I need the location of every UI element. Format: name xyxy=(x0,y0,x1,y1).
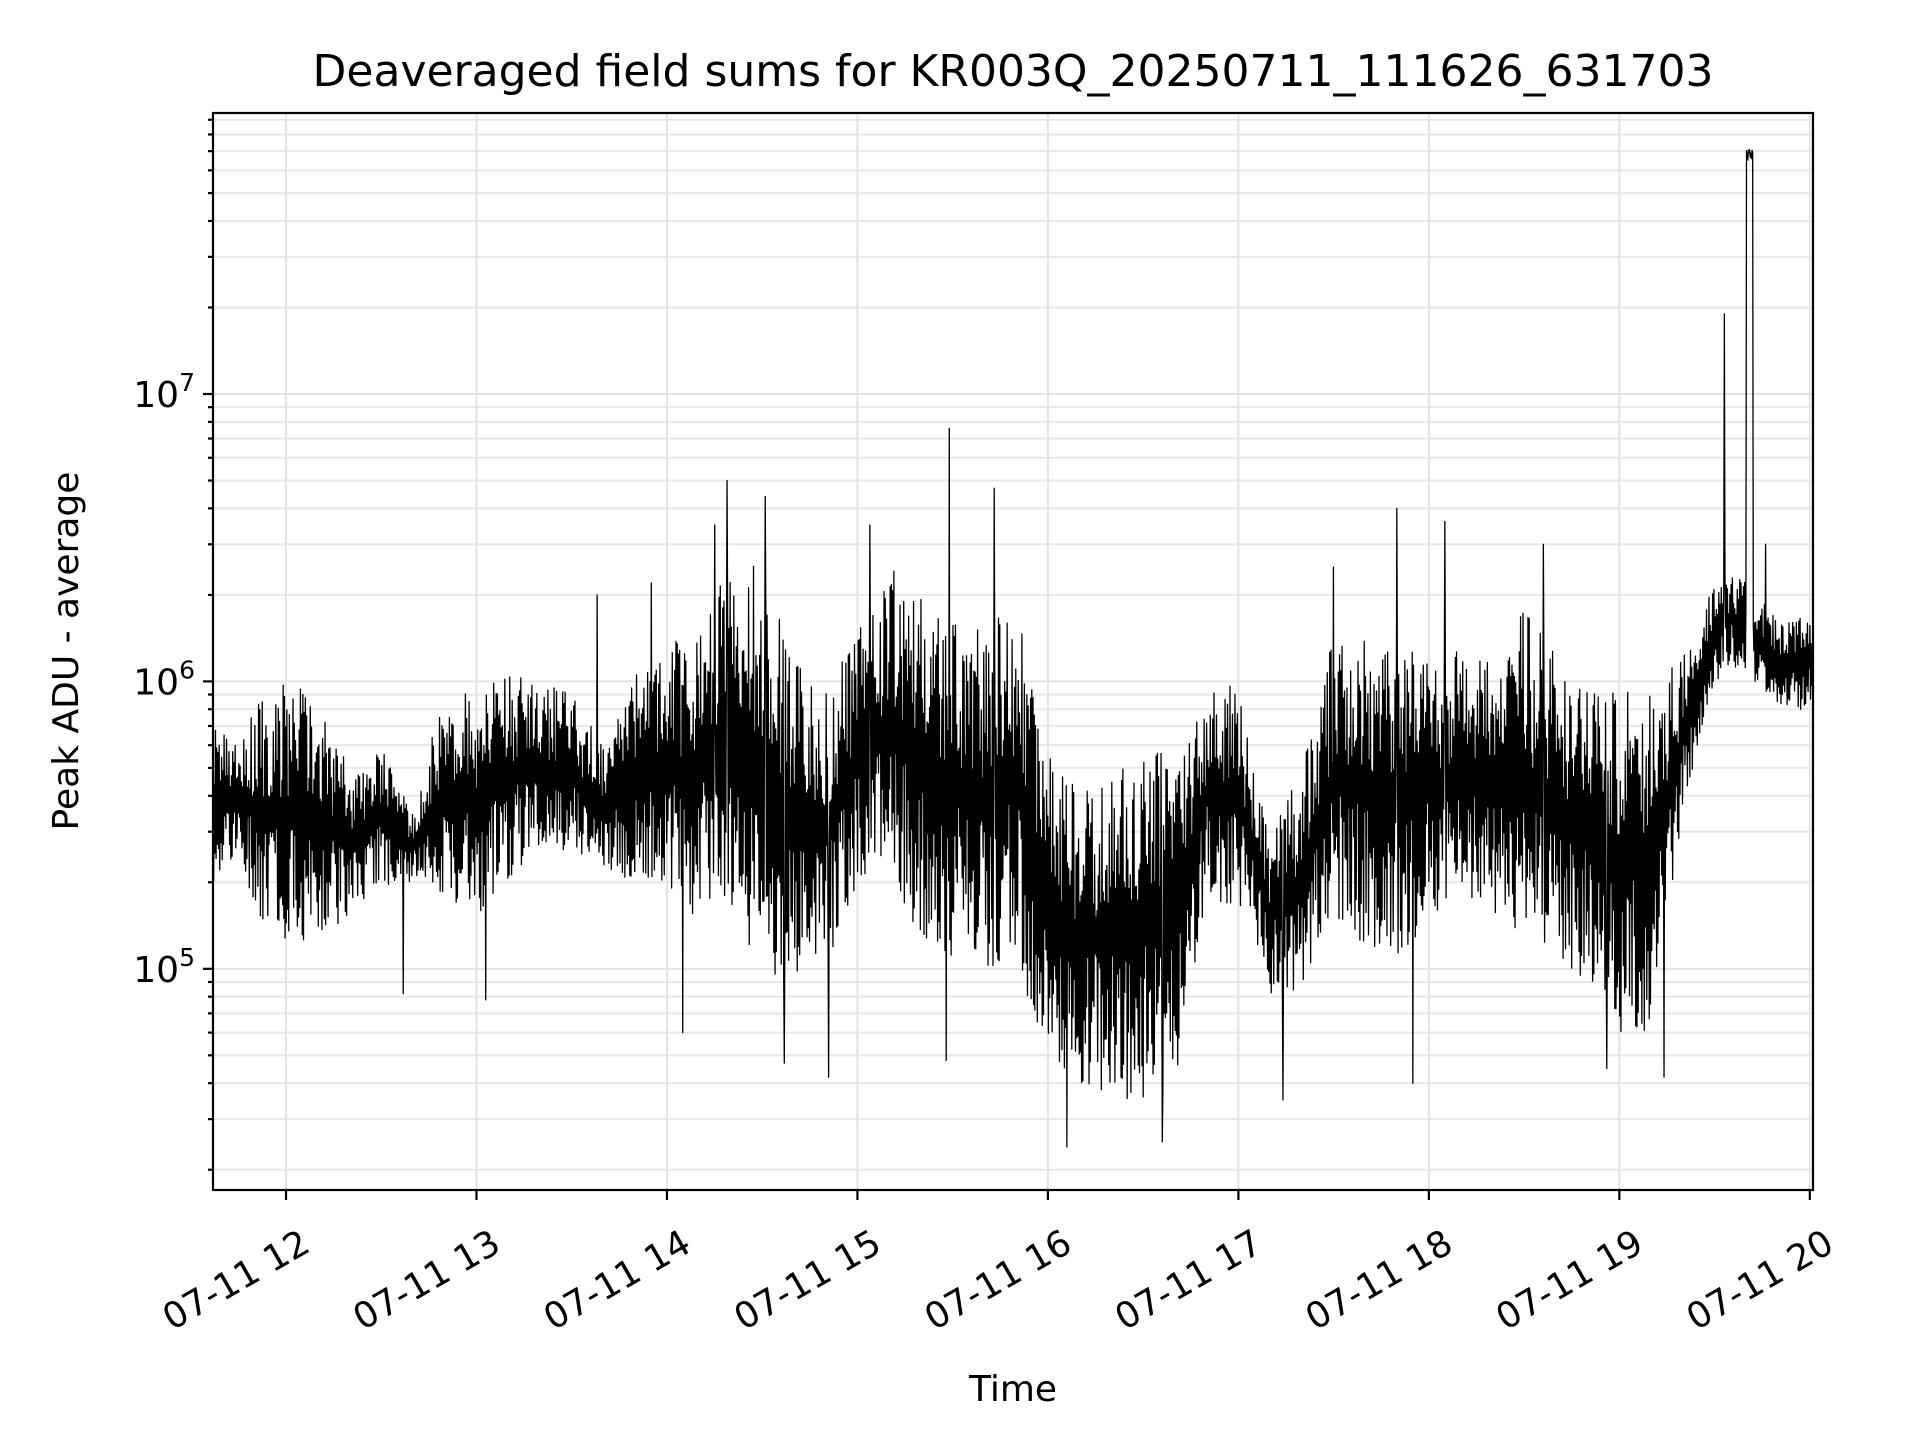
chart-title: Deaveraged field sums for KR003Q_2025071… xyxy=(313,46,1714,97)
y-tick-label: 105 xyxy=(133,943,195,991)
y-tick-exponent: 7 xyxy=(179,368,195,397)
y-tick-base: 10 xyxy=(133,375,179,416)
y-tick-label: 107 xyxy=(133,368,195,416)
y-tick-label: 106 xyxy=(133,655,195,703)
plot-area-frame xyxy=(211,111,1815,1192)
y-tick-base: 10 xyxy=(133,662,179,703)
y-tick-exponent: 5 xyxy=(179,943,195,972)
y-axis-label: Peak ADU - average xyxy=(46,472,87,831)
y-tick-exponent: 6 xyxy=(179,655,195,684)
x-axis-label: Time xyxy=(968,1369,1057,1410)
series-line xyxy=(212,149,1814,1148)
y-tick-base: 10 xyxy=(133,950,179,991)
